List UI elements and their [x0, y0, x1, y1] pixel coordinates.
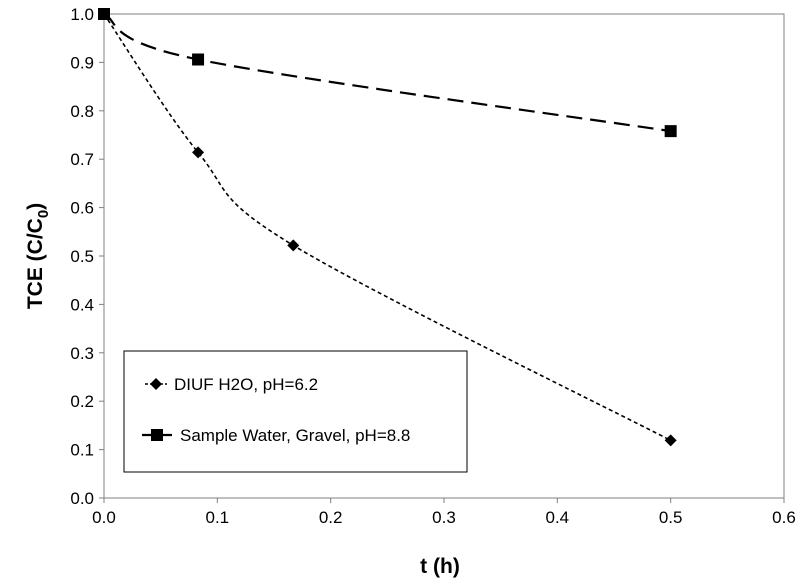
- y-tick-label: 0.8: [70, 102, 94, 121]
- data-point-diamond: [192, 146, 205, 159]
- y-tick-label: 0.6: [70, 199, 94, 218]
- x-axis-ticks: 0.0 0.1 0.2 0.3 0.4 0.5 0.6: [92, 498, 796, 527]
- y-tick-label: 0.3: [70, 344, 94, 363]
- legend-box: [123, 350, 468, 473]
- y-axis-title: TCE (C/C0): [24, 203, 52, 309]
- x-tick-label: 0.5: [659, 508, 683, 527]
- y-tick-label: 0.1: [70, 441, 94, 460]
- x-tick-label: 0.2: [319, 508, 343, 527]
- y-tick-label: 0.9: [70, 53, 94, 72]
- x-tick-label: 0.6: [772, 508, 796, 527]
- y-axis-title-suffix: ): [24, 203, 47, 210]
- series-line-0: [103, 13, 672, 442]
- x-tick-label: 0.3: [432, 508, 456, 527]
- y-tick-label: 0.2: [70, 392, 94, 411]
- x-tick-label: 0.1: [206, 508, 230, 527]
- legend-label-sample: Sample Water, Gravel, pH=8.8: [180, 426, 410, 445]
- y-axis-title-subscript: 0: [35, 210, 52, 218]
- data-point-diamond: [664, 434, 677, 447]
- legend-marker-diamond: [150, 378, 162, 390]
- x-tick-label: 0.4: [546, 508, 570, 527]
- data-point-square: [664, 125, 677, 138]
- legend: DIUF H2O, pH=6.2 Sample Water, Gravel, p…: [123, 350, 468, 473]
- y-tick-label: 0.7: [70, 150, 94, 169]
- data-point-square: [98, 8, 110, 20]
- x-axis-title: t (h): [420, 555, 460, 578]
- y-axis-ticks: 0.0 0.1 0.2 0.3 0.4 0.5 0.6 0.7 0.8 0.9 1.0: [70, 5, 104, 508]
- legend-label-diuf: DIUF H2O, pH=6.2: [174, 375, 318, 394]
- series-line-1: [103, 13, 671, 133]
- series-layer: [98, 8, 677, 447]
- data-point-square: [192, 53, 205, 66]
- y-tick-label: 1.0: [70, 5, 94, 24]
- y-tick-label: 0.5: [70, 247, 94, 266]
- legend-marker-square: [151, 429, 163, 441]
- x-tick-label: 0.0: [92, 508, 116, 527]
- y-tick-label: 0.0: [70, 489, 94, 508]
- y-tick-label: 0.4: [70, 295, 94, 314]
- data-point-diamond: [287, 239, 300, 252]
- y-axis-title-prefix: TCE (C/C: [24, 218, 47, 309]
